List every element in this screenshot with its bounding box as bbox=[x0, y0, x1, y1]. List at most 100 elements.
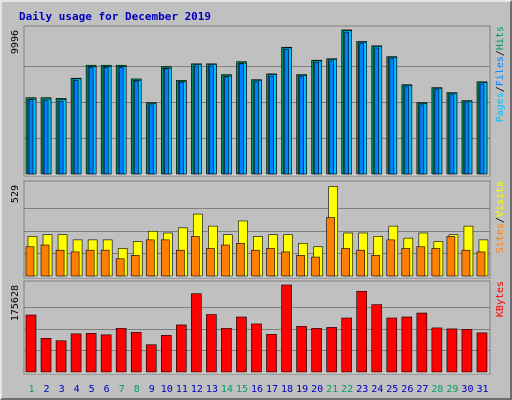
bar-sites bbox=[145, 239, 155, 277]
day-label: 26 bbox=[401, 384, 413, 395]
bar-files bbox=[224, 76, 229, 175]
bar-sites bbox=[386, 239, 396, 277]
bar-kbytes bbox=[55, 340, 67, 373]
bar-kbytes bbox=[326, 327, 337, 373]
bar-sites bbox=[296, 255, 305, 277]
y-max-label: 9996 bbox=[10, 30, 21, 54]
bar-sites bbox=[130, 255, 140, 277]
bar-files bbox=[43, 100, 49, 175]
day-label: 7 bbox=[119, 384, 125, 395]
bar-sites bbox=[461, 249, 471, 277]
legend-entry: / bbox=[495, 217, 506, 223]
day-label: 25 bbox=[386, 384, 398, 395]
bar-sites bbox=[236, 243, 245, 277]
day-label: 20 bbox=[311, 384, 323, 395]
panel-legend: KBytes bbox=[495, 281, 506, 317]
bar-sites bbox=[476, 251, 486, 277]
bar-files bbox=[194, 65, 199, 175]
bar-sites bbox=[25, 246, 35, 277]
bar-files bbox=[419, 104, 425, 175]
bar-kbytes bbox=[100, 334, 112, 373]
bar-sites bbox=[431, 248, 441, 277]
chart-title: Daily usage for December 2019 bbox=[19, 10, 211, 23]
bar-kbytes bbox=[251, 323, 262, 373]
panel-legend: Pages/Files/Hits bbox=[495, 26, 506, 122]
bar-sites bbox=[55, 249, 65, 277]
bar-files bbox=[118, 67, 124, 175]
day-label: 4 bbox=[74, 384, 80, 395]
bar-kbytes bbox=[446, 328, 458, 373]
bar-sites bbox=[100, 249, 110, 277]
day-label: 6 bbox=[104, 384, 110, 395]
bar-kbytes bbox=[476, 332, 488, 373]
day-label: 11 bbox=[176, 384, 188, 395]
bar-files bbox=[479, 83, 485, 175]
bar-kbytes bbox=[160, 335, 172, 373]
bar-sites bbox=[371, 255, 381, 277]
bar-kbytes bbox=[266, 334, 277, 373]
bar-kbytes bbox=[431, 327, 443, 373]
y-max-label: 175628 bbox=[10, 285, 21, 321]
day-label: 22 bbox=[341, 384, 353, 395]
panel-legend: Sites/Visits bbox=[495, 181, 506, 253]
bar-kbytes bbox=[70, 333, 82, 373]
panel-visits-sites: 529 Sites/Visits bbox=[10, 180, 506, 279]
bar-sites bbox=[251, 249, 260, 277]
bar-kbytes bbox=[311, 328, 322, 373]
day-label: 9 bbox=[149, 384, 155, 395]
bar-kbytes bbox=[85, 333, 97, 373]
bar-sites bbox=[221, 244, 230, 277]
legend-entry: / bbox=[495, 50, 506, 56]
bar-sites bbox=[70, 251, 80, 277]
day-label: 16 bbox=[251, 384, 263, 395]
bar-kbytes bbox=[25, 314, 37, 373]
day-label: 15 bbox=[236, 384, 248, 395]
bar-files bbox=[239, 63, 244, 175]
day-label: 24 bbox=[371, 384, 383, 395]
bar-files bbox=[299, 76, 304, 175]
bar-kbytes bbox=[206, 314, 217, 373]
bar-files bbox=[58, 100, 64, 175]
day-label: 30 bbox=[461, 384, 473, 395]
legend-entry: Hits bbox=[495, 26, 506, 50]
bar-sites bbox=[356, 249, 366, 277]
bar-files bbox=[449, 94, 455, 175]
bar-kbytes bbox=[40, 338, 52, 373]
bar-sites bbox=[326, 217, 335, 277]
bar-files bbox=[389, 58, 395, 175]
bar-files bbox=[284, 49, 289, 175]
bar-kbytes bbox=[356, 290, 368, 373]
bar-kbytes bbox=[236, 316, 247, 373]
legend-entry: Pages bbox=[495, 92, 506, 122]
bar-sites bbox=[206, 248, 215, 277]
bar-sites bbox=[446, 236, 456, 277]
day-label: 29 bbox=[446, 384, 458, 395]
day-label: 8 bbox=[134, 384, 140, 395]
chart-panels: 9996Pages/Files/Hits529Sites/Visits17562… bbox=[10, 25, 506, 375]
bar-sites bbox=[160, 239, 170, 277]
bar-kbytes bbox=[281, 284, 292, 373]
legend-entry: Visits bbox=[495, 181, 506, 217]
bar-kbytes bbox=[191, 293, 202, 373]
bar-kbytes bbox=[115, 328, 127, 373]
legend-entry: Sites bbox=[495, 223, 506, 253]
bar-sites bbox=[115, 258, 125, 277]
day-label: 31 bbox=[476, 384, 488, 395]
bar-kbytes bbox=[296, 326, 307, 373]
bar-files bbox=[73, 80, 79, 175]
bar-files bbox=[359, 43, 365, 175]
day-label: 17 bbox=[266, 384, 278, 395]
day-label: 28 bbox=[431, 384, 443, 395]
day-label: 27 bbox=[416, 384, 428, 395]
day-label: 12 bbox=[191, 384, 203, 395]
bar-files bbox=[434, 89, 440, 175]
bar-kbytes bbox=[401, 316, 413, 373]
day-label: 23 bbox=[356, 384, 368, 395]
day-label: 13 bbox=[206, 384, 218, 395]
panel-kbytes: 175628 KBytes bbox=[10, 280, 506, 375]
bar-sites bbox=[191, 236, 200, 277]
bar-files bbox=[404, 86, 410, 175]
bar-sites bbox=[401, 248, 411, 277]
bar-files bbox=[28, 99, 34, 175]
